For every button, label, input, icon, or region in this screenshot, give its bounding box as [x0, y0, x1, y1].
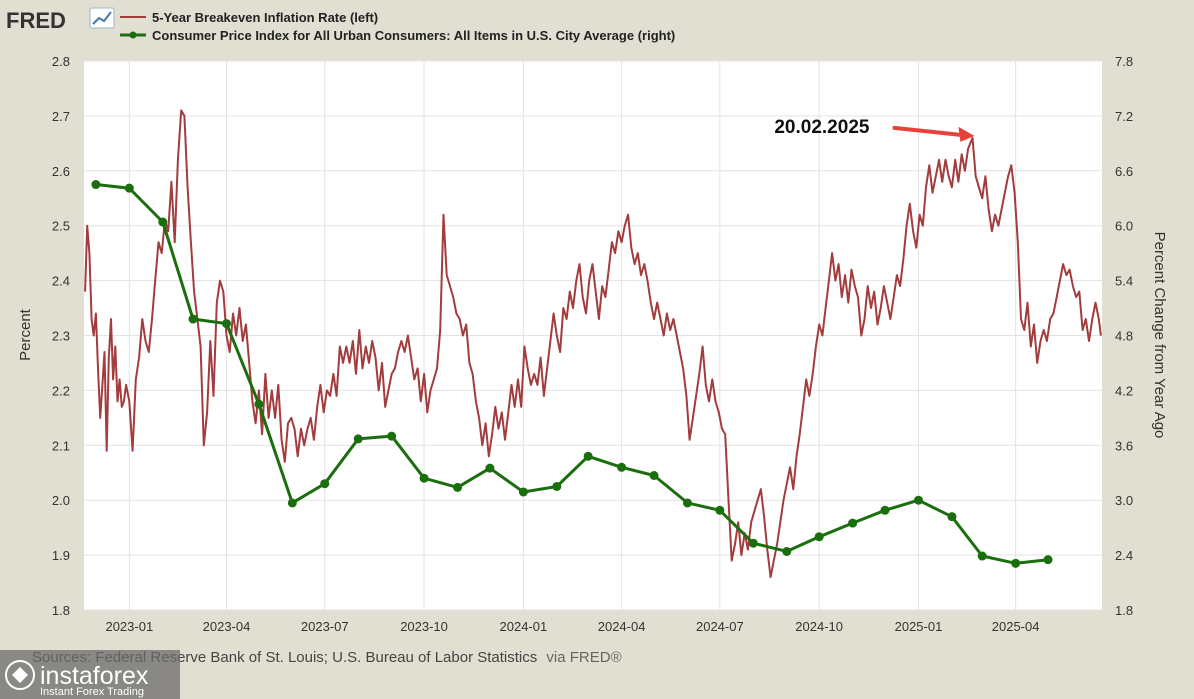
y-left-tick-label: 2.8 [52, 54, 70, 69]
source-via: via FRED® [546, 649, 621, 666]
y-axis-right: 1.8 2.4 3.0 3.6 4.2 4.8 5.4 6.0 6.6 7.2 7.8 [1115, 54, 1133, 618]
watermark-tagline: Instant Forex Trading [40, 686, 144, 698]
y-left-tick-label: 2.7 [52, 109, 70, 124]
cpi-data-point [913, 495, 923, 505]
legend: 5-Year Breakeven Inflation Rate (left) C… [120, 10, 675, 43]
cpi-data-point [1011, 558, 1021, 568]
cpi-data-point [353, 434, 363, 444]
cpi-data-point [124, 183, 134, 193]
cpi-data-point [748, 538, 758, 548]
cpi-data-point [782, 546, 792, 556]
y-axis-left: 1.8 1.9 2.0 2.1 2.2 2.3 2.4 2.5 2.6 2.7 2.8 [52, 54, 70, 618]
legend-label-cpi: Consumer Price Index for All Urban Consu… [152, 28, 675, 43]
y-left-tick-label: 2.6 [52, 164, 70, 179]
annotation-arrow-shaft [892, 125, 963, 137]
y-right-tick-label: 1.8 [1115, 603, 1133, 618]
x-tick-label: 2024-10 [795, 619, 843, 634]
cpi-data-point [1043, 555, 1053, 565]
instaforex-watermark: instaforex Instant Forex Trading [0, 650, 180, 699]
y-left-tick-label: 1.9 [52, 548, 70, 563]
y-right-tick-label: 3.0 [1115, 493, 1133, 508]
x-tick-label: 2023-10 [400, 619, 448, 634]
x-axis: 2023-01 2023-04 2023-07 2023-10 2024-01 2024-… [105, 619, 1039, 634]
cpi-data-point [947, 512, 957, 522]
cpi-data-point [254, 399, 264, 409]
cpi-data-point [320, 479, 330, 489]
x-tick-label: 2025-04 [992, 619, 1040, 634]
cpi-data-point [91, 180, 101, 190]
y-left-tick-label: 2.1 [52, 438, 70, 453]
y-right-tick-label: 6.0 [1115, 219, 1133, 234]
x-tick-label: 2023-07 [301, 619, 349, 634]
y-right-tick-label: 7.2 [1115, 109, 1133, 124]
y-left-tick-label: 2.0 [52, 493, 70, 508]
y-right-tick-label: 4.8 [1115, 329, 1133, 344]
series-line-cpi [95, 183, 1049, 565]
cpi-data-point [583, 451, 593, 461]
legend-label-breakeven: 5-Year Breakeven Inflation Rate (left) [152, 10, 378, 25]
x-tick-label: 2024-04 [598, 619, 646, 634]
cpi-data-point [387, 431, 397, 441]
y-right-tick-label: 4.2 [1115, 383, 1133, 398]
x-tick-label: 2025-01 [895, 619, 943, 634]
annotation: 20.02.2025 [774, 117, 975, 142]
cpi-data-point [682, 498, 692, 508]
y-right-tick-label: 2.4 [1115, 548, 1133, 563]
x-tick-label: 2023-04 [203, 619, 251, 634]
watermark-brand: instaforex [40, 662, 149, 690]
cpi-data-point [158, 217, 168, 227]
watermark-bg [0, 650, 180, 699]
cpi-data-point [287, 498, 297, 508]
y-right-tick-label: 6.6 [1115, 164, 1133, 179]
cpi-data-point [814, 532, 824, 542]
annotation-arrow-head [958, 126, 975, 142]
cpi-data-point [552, 481, 562, 491]
fred-logo[interactable]: FRED [6, 7, 115, 33]
y-axis-right-title: Percent Change from Year Ago [1151, 232, 1168, 439]
y-left-tick-label: 2.3 [52, 329, 70, 344]
cpi-data-point [453, 482, 463, 492]
x-tick-label: 2024-07 [696, 619, 744, 634]
cpi-data-point [880, 505, 890, 515]
y-left-tick-label: 2.4 [52, 274, 70, 289]
y-left-tick-label: 2.5 [52, 219, 70, 234]
x-tick-label: 2024-01 [500, 619, 548, 634]
cpi-data-point [715, 505, 725, 515]
cpi-data-point [419, 473, 429, 483]
cpi-data-point [848, 518, 858, 528]
fred-logo-text: FRED [6, 8, 66, 33]
x-tick-label: 2023-01 [105, 619, 153, 634]
y-right-tick-label: 3.6 [1115, 438, 1133, 453]
cpi-data-point [188, 314, 198, 324]
instaforex-logo-icon [5, 660, 35, 690]
legend-marker-cpi [129, 31, 137, 39]
cpi-data-point [518, 487, 528, 497]
fred-graph-icon [89, 7, 115, 29]
series-layer [84, 109, 1102, 579]
y-left-tick-label: 2.2 [52, 383, 70, 398]
y-right-tick-label: 5.4 [1115, 274, 1133, 289]
cpi-data-point [617, 462, 627, 472]
series-line-breakeven [84, 109, 1102, 579]
y-axis-left-title: Percent [17, 308, 34, 361]
y-right-tick-label: 7.8 [1115, 54, 1133, 69]
cpi-data-point [977, 551, 987, 561]
y-left-tick-label: 1.8 [52, 603, 70, 618]
cpi-data-point [649, 470, 659, 480]
annotation-label: 20.02.2025 [774, 117, 870, 138]
cpi-data-point [485, 463, 495, 473]
cpi-data-point [221, 319, 231, 329]
